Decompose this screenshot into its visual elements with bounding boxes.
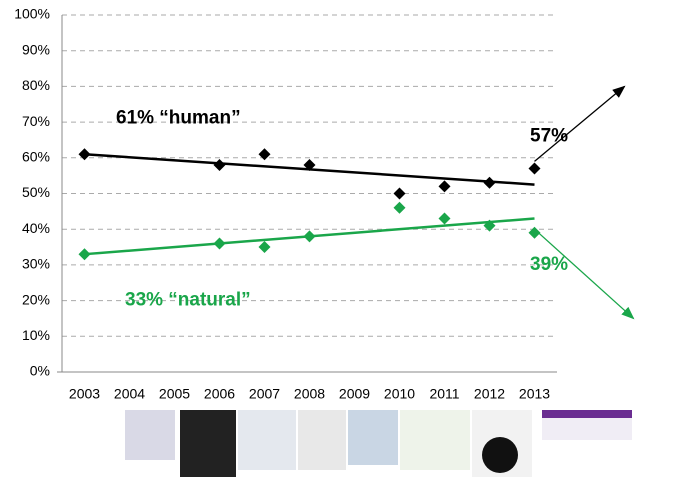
y-tick-label: 70% <box>22 113 50 129</box>
x-tick-label: 2013 <box>519 386 550 402</box>
point <box>393 201 406 214</box>
annotation: 39% <box>530 254 568 275</box>
y-tick-label: 0% <box>30 363 50 379</box>
point <box>483 176 496 189</box>
point <box>78 148 91 161</box>
point <box>258 148 271 161</box>
y-tick-label: 60% <box>22 149 50 165</box>
x-tick-label: 2011 <box>429 386 459 402</box>
x-tick-label: 2005 <box>159 386 190 402</box>
x-tick-label: 2010 <box>384 386 415 402</box>
point <box>528 162 541 175</box>
y-tick-label: 40% <box>22 220 50 236</box>
y-tick-label: 10% <box>22 327 50 343</box>
x-tick-label: 2009 <box>339 386 370 402</box>
y-tick-label: 100% <box>14 6 50 22</box>
point <box>528 226 541 239</box>
point <box>78 248 91 261</box>
point <box>438 180 451 193</box>
point <box>213 158 226 171</box>
point <box>303 158 316 171</box>
y-tick-label: 80% <box>22 77 50 93</box>
point <box>393 187 406 200</box>
y-tick-label: 90% <box>22 41 50 57</box>
annotation: 33% “natural” <box>125 290 251 311</box>
x-tick-label: 2004 <box>114 386 145 402</box>
point <box>258 241 271 254</box>
hypothesis-arrow <box>534 85 626 162</box>
annotation: 57% <box>530 125 568 146</box>
x-tick-label: 2008 <box>294 386 325 402</box>
point <box>213 237 226 250</box>
x-tick-label: 2006 <box>204 386 235 402</box>
point <box>483 219 496 232</box>
thumbnails <box>125 410 632 477</box>
point <box>438 212 451 225</box>
point <box>303 230 316 243</box>
y-tick-label: 30% <box>22 256 50 272</box>
x-tick-label: 2007 <box>249 386 280 402</box>
y-tick-label: 20% <box>22 291 50 307</box>
x-tick-label: 2003 <box>69 386 100 402</box>
x-tick-label: 2012 <box>474 386 505 402</box>
hypothesis-arrow <box>534 228 635 320</box>
annotation: 61% “human” <box>116 108 241 129</box>
y-tick-label: 50% <box>22 184 50 200</box>
